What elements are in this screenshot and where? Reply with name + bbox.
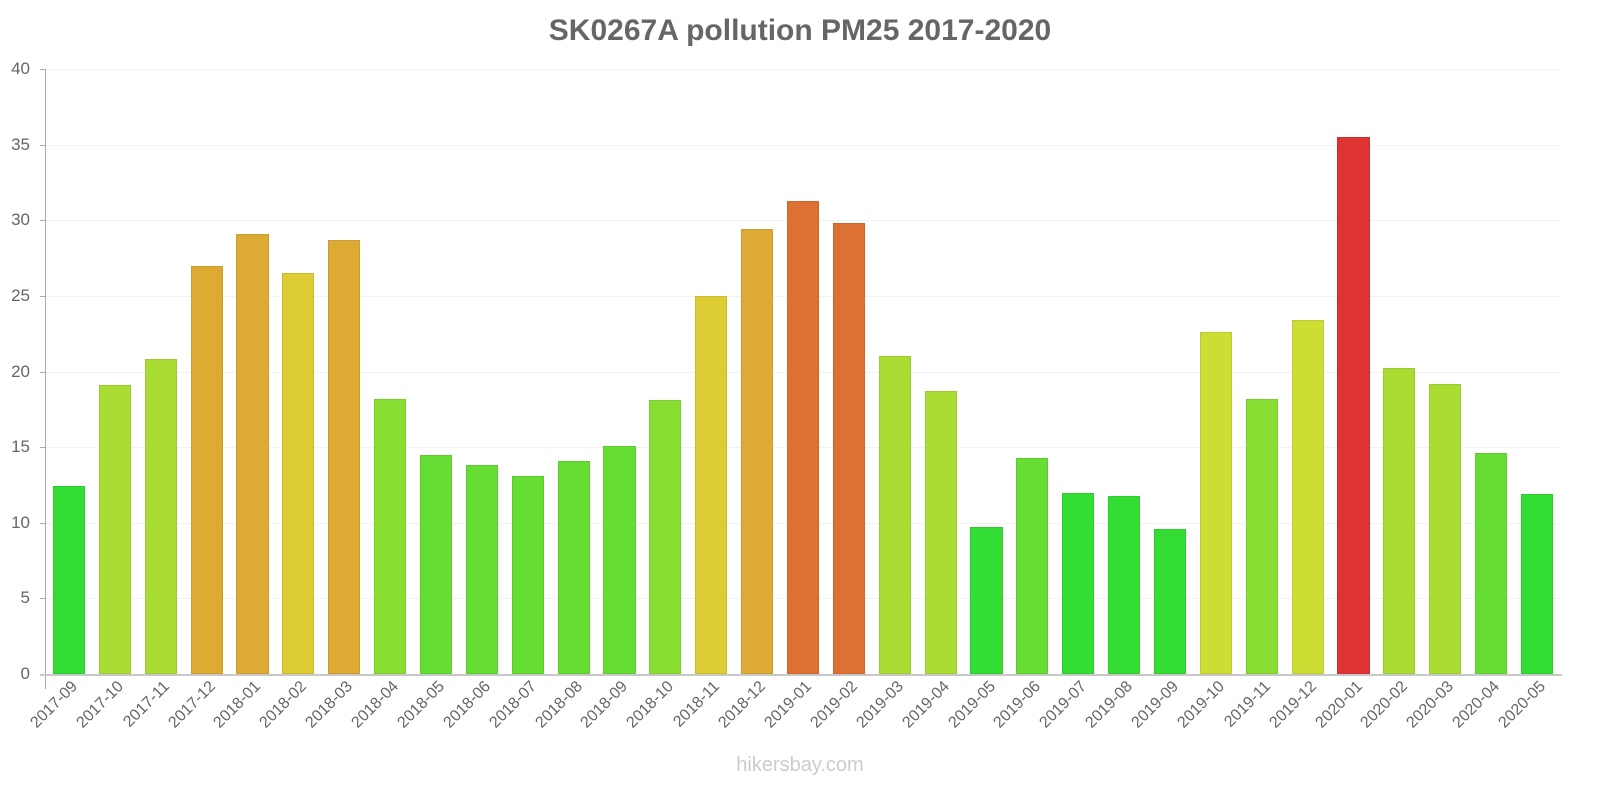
bar-2020-04[interactable] bbox=[1475, 453, 1508, 674]
bar-2018-11[interactable] bbox=[695, 295, 728, 674]
bar-2019-12[interactable] bbox=[1291, 320, 1324, 674]
bar-2018-05[interactable] bbox=[419, 454, 453, 674]
y-tick-label: 35 bbox=[11, 134, 30, 154]
y-tick-label: 5 bbox=[20, 588, 30, 608]
bar-2019-02[interactable] bbox=[832, 223, 865, 674]
bar-2018-07[interactable] bbox=[511, 475, 544, 674]
y-tick-mark bbox=[40, 295, 46, 297]
bar-2017-09[interactable] bbox=[52, 486, 85, 674]
bar-2018-06[interactable] bbox=[465, 465, 498, 674]
bar-2018-04[interactable] bbox=[374, 398, 407, 674]
bar-2018-09[interactable] bbox=[603, 445, 636, 674]
y-tick-mark bbox=[40, 522, 46, 524]
y-tick-label: 40 bbox=[11, 59, 30, 78]
bar-2017-11[interactable] bbox=[144, 359, 177, 674]
bar-2019-06[interactable] bbox=[1016, 457, 1049, 674]
y-tick-label: 25 bbox=[11, 285, 30, 305]
y-tick-mark bbox=[40, 144, 46, 146]
bar-2019-09[interactable] bbox=[1153, 528, 1187, 674]
bar-2017-10[interactable] bbox=[98, 385, 131, 674]
y-tick-label: 30 bbox=[11, 210, 30, 230]
plot-area bbox=[46, 69, 1560, 674]
bar-2019-05[interactable] bbox=[970, 527, 1003, 674]
bar-2019-10[interactable] bbox=[1199, 332, 1232, 674]
bar-2018-10[interactable] bbox=[649, 400, 682, 674]
y-tick-label: 15 bbox=[11, 437, 30, 457]
y-axis-line bbox=[45, 69, 46, 689]
bar-2017-12[interactable] bbox=[190, 265, 223, 674]
bar-2019-07[interactable] bbox=[1062, 492, 1095, 674]
y-tick-mark bbox=[40, 69, 46, 70]
gridline bbox=[46, 144, 1560, 146]
bar-2020-02[interactable] bbox=[1383, 368, 1416, 674]
gridline bbox=[46, 69, 1560, 70]
y-tick-label: 20 bbox=[11, 361, 30, 381]
y-tick-mark bbox=[40, 371, 46, 373]
y-tick-mark bbox=[40, 220, 46, 222]
bar-2019-01[interactable] bbox=[786, 200, 820, 674]
bar-2019-11[interactable] bbox=[1245, 398, 1278, 674]
y-tick-mark bbox=[40, 447, 46, 449]
bar-2018-02[interactable] bbox=[282, 273, 315, 674]
x-axis-line bbox=[40, 674, 1562, 676]
y-tick-mark bbox=[40, 598, 46, 600]
bar-2018-08[interactable] bbox=[557, 460, 590, 674]
bar-2019-08[interactable] bbox=[1108, 495, 1141, 674]
y-tick-label: 10 bbox=[11, 512, 30, 532]
watermark: hikersbay.com bbox=[736, 754, 864, 776]
bar-2020-03[interactable] bbox=[1429, 383, 1462, 674]
bar-2018-01[interactable] bbox=[236, 233, 269, 674]
bar-2020-01[interactable] bbox=[1337, 137, 1370, 674]
bar-2018-12[interactable] bbox=[741, 229, 774, 674]
bar-2019-04[interactable] bbox=[924, 391, 957, 674]
chart-title: SK0267A pollution PM25 2017-2020 bbox=[548, 14, 1052, 47]
bar-2018-03[interactable] bbox=[328, 239, 361, 674]
y-tick-label: 0 bbox=[20, 664, 30, 683]
bar-2020-05[interactable] bbox=[1521, 494, 1554, 674]
bar-2019-03[interactable] bbox=[878, 356, 911, 674]
